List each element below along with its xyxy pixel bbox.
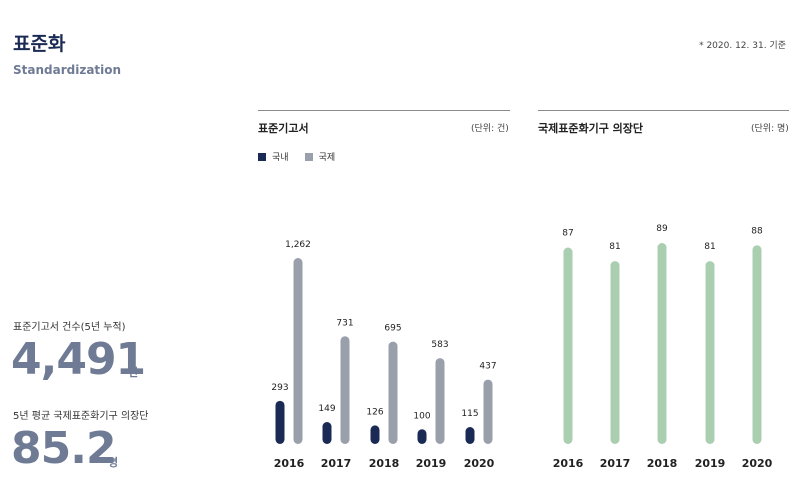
panel-rule-chairs bbox=[538, 110, 789, 111]
bar-domestic-2018 bbox=[370, 425, 380, 444]
bar-chairs-2019 bbox=[705, 261, 715, 444]
bar-international-2017 bbox=[340, 336, 350, 444]
legend-label-domestic: 국내 bbox=[272, 153, 289, 163]
bar-international-2019 bbox=[435, 358, 445, 444]
tick-label-contributions-2018: 2018 bbox=[369, 457, 400, 470]
tick-label-contributions-2016: 2016 bbox=[274, 457, 305, 470]
chart-title-contributions: 표준기고서 bbox=[258, 122, 309, 135]
bar-chairs-2018 bbox=[657, 243, 667, 444]
bar-domestic-2019 bbox=[417, 429, 427, 444]
page-title: 표준화 bbox=[13, 33, 66, 55]
value-label-international-2020: 437 bbox=[479, 362, 496, 372]
legend-item-domestic: 국내 bbox=[258, 150, 289, 163]
tick-label-contributions-2020: 2020 bbox=[464, 457, 495, 470]
panel-rule-contributions bbox=[258, 110, 510, 111]
page-subtitle: Standardization bbox=[13, 63, 122, 77]
value-label-chairs-2020: 88 bbox=[751, 226, 763, 236]
chart-title-chairs: 국제표준화기구 의장단 bbox=[538, 122, 644, 135]
value-label-domestic-2017: 149 bbox=[318, 404, 335, 414]
value-label-domestic-2016: 293 bbox=[271, 383, 288, 393]
value-label-chairs-2017: 81 bbox=[609, 242, 620, 252]
stat-label-contributions: 표준기고서 건수(5년 누적) bbox=[13, 322, 126, 333]
legend-item-international: 국제 bbox=[304, 150, 336, 163]
chart-unit-contributions: (단위: 건) bbox=[471, 124, 509, 134]
bar-chairs-2016 bbox=[563, 247, 573, 444]
value-label-international-2017: 731 bbox=[336, 318, 353, 328]
value-label-international-2016: 1,262 bbox=[285, 240, 311, 250]
bar-chairs-2020 bbox=[752, 245, 762, 444]
tick-label-chairs-2016: 2016 bbox=[553, 457, 584, 470]
legend-swatch-international bbox=[304, 152, 313, 161]
tick-label-contributions-2019: 2019 bbox=[416, 457, 447, 470]
stat-label-chairs: 5년 평균 국제표준화기구 의장단 bbox=[13, 411, 149, 422]
legend-label-international: 국제 bbox=[318, 153, 336, 163]
value-label-domestic-2019: 100 bbox=[413, 411, 430, 421]
legend-swatch-domestic bbox=[258, 152, 266, 161]
tick-label-chairs-2020: 2020 bbox=[742, 457, 773, 470]
value-label-chairs-2016: 87 bbox=[562, 229, 573, 239]
stat-value-contributions: 4,491 bbox=[11, 334, 146, 385]
tick-label-chairs-2017: 2017 bbox=[600, 457, 631, 470]
chart-unit-chairs: (단위: 명) bbox=[751, 124, 789, 134]
bar-international-2020 bbox=[483, 379, 493, 444]
stat-unit-contributions: 건 bbox=[128, 366, 139, 379]
as-of-note: * 2020. 12. 31. 기준 bbox=[699, 41, 786, 51]
bar-domestic-2016 bbox=[275, 400, 285, 444]
value-label-domestic-2020: 115 bbox=[461, 409, 478, 419]
value-label-international-2018: 695 bbox=[384, 324, 401, 334]
tick-label-chairs-2019: 2019 bbox=[695, 457, 726, 470]
chart-legend: 국내 국제 bbox=[258, 150, 351, 163]
bar-international-2016 bbox=[293, 258, 303, 444]
bar-domestic-2017 bbox=[322, 422, 332, 444]
value-label-chairs-2018: 89 bbox=[656, 224, 668, 234]
value-label-international-2019: 583 bbox=[431, 340, 448, 350]
stat-value-chairs: 85.2 bbox=[11, 423, 117, 474]
value-label-chairs-2019: 81 bbox=[704, 242, 715, 252]
bar-international-2018 bbox=[388, 341, 398, 444]
value-label-domestic-2018: 126 bbox=[366, 407, 383, 417]
tick-label-contributions-2017: 2017 bbox=[321, 457, 352, 470]
bar-domestic-2020 bbox=[465, 427, 475, 444]
tick-label-chairs-2018: 2018 bbox=[647, 457, 678, 470]
bar-chairs-2017 bbox=[610, 261, 620, 444]
stat-unit-chairs: 명 bbox=[108, 456, 119, 469]
